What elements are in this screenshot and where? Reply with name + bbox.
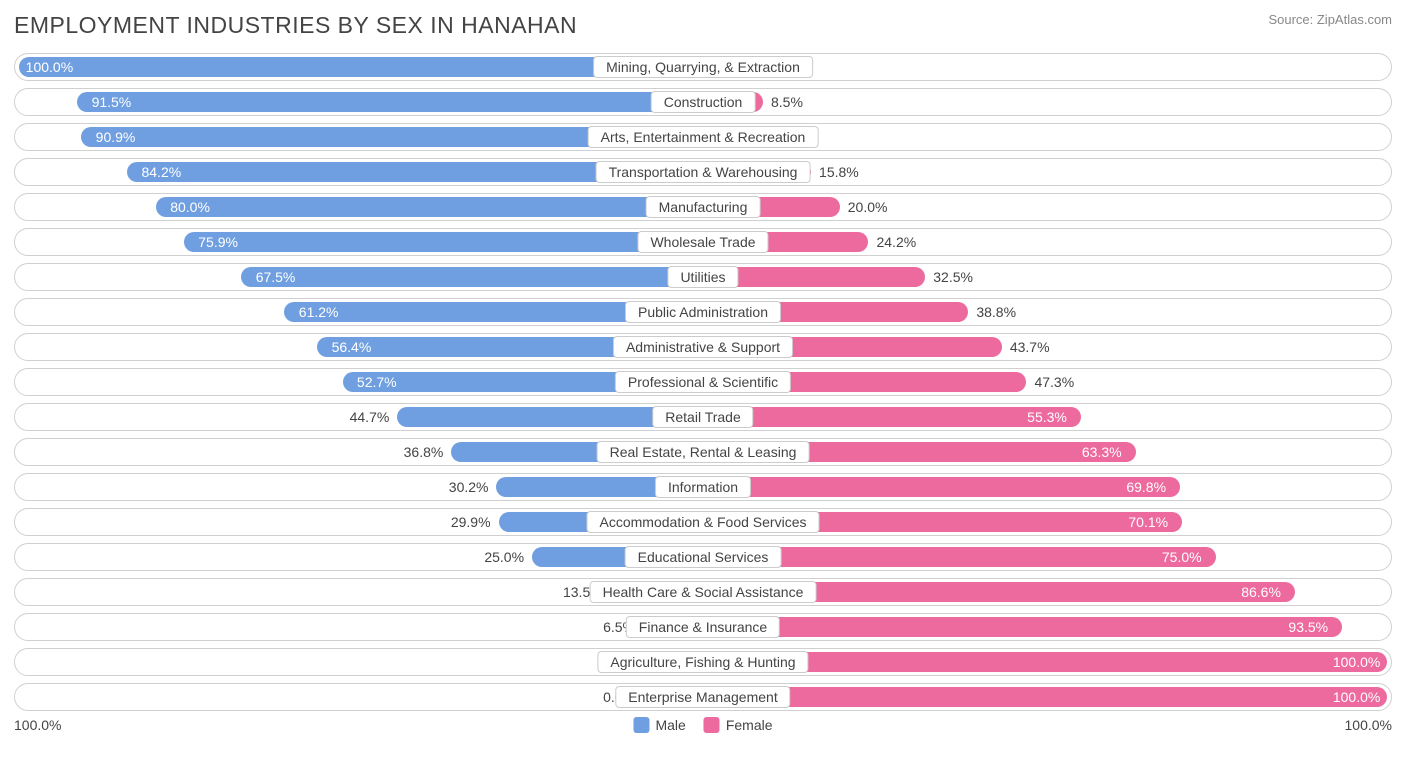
category-label: Agriculture, Fishing & Hunting <box>597 651 808 673</box>
female-pct: 86.6% <box>1241 584 1281 600</box>
male-bar <box>184 232 703 252</box>
female-bar <box>703 617 1342 637</box>
male-pct: 56.4% <box>332 339 372 355</box>
female-pct: 63.3% <box>1082 444 1122 460</box>
axis-right-label: 100.0% <box>1345 717 1392 733</box>
female-pct: 15.8% <box>819 164 859 180</box>
chart-row: 61.2% 38.8% Public Administration <box>14 298 1392 326</box>
category-label: Construction <box>651 91 756 113</box>
legend-male-label: Male <box>655 717 685 733</box>
male-pct: 90.9% <box>96 129 136 145</box>
category-label: Real Estate, Rental & Leasing <box>597 441 810 463</box>
male-pct: 80.0% <box>170 199 210 215</box>
category-label: Mining, Quarrying, & Extraction <box>593 56 813 78</box>
legend-male: Male <box>633 717 685 733</box>
chart-row: 0.0%100.0%Agriculture, Fishing & Hunting <box>14 648 1392 676</box>
female-pct: 69.8% <box>1126 479 1166 495</box>
female-pct: 93.5% <box>1288 619 1328 635</box>
chart-row: 56.4% 43.7% Administrative & Support <box>14 333 1392 361</box>
category-label: Health Care & Social Assistance <box>590 581 817 603</box>
female-pct: 8.5% <box>771 94 803 110</box>
category-label: Enterprise Management <box>615 686 790 708</box>
category-label: Information <box>655 476 751 498</box>
legend-female-label: Female <box>726 717 773 733</box>
female-pct: 100.0% <box>1333 654 1380 670</box>
male-pct: 84.2% <box>141 164 181 180</box>
male-bar <box>77 92 703 112</box>
male-pct: 100.0% <box>26 59 73 75</box>
female-pct: 75.0% <box>1162 549 1202 565</box>
chart-row: 100.0%0.0%Mining, Quarrying, & Extractio… <box>14 53 1392 81</box>
swatch-female <box>704 717 720 733</box>
female-pct: 24.2% <box>876 234 916 250</box>
category-label: Arts, Entertainment & Recreation <box>588 126 819 148</box>
male-pct: 52.7% <box>357 374 397 390</box>
chart-rows-container: 100.0%0.0%Mining, Quarrying, & Extractio… <box>14 53 1392 711</box>
chart-row: 13.5%86.6%Health Care & Social Assistanc… <box>14 578 1392 606</box>
chart-title: EMPLOYMENT INDUSTRIES BY SEX IN HANAHAN <box>14 12 577 39</box>
female-pct: 55.3% <box>1027 409 1067 425</box>
category-label: Manufacturing <box>646 196 761 218</box>
swatch-male <box>633 717 649 733</box>
chart-row: 67.5% 32.5% Utilities <box>14 263 1392 291</box>
female-pct: 43.7% <box>1010 339 1050 355</box>
female-bar <box>703 477 1180 497</box>
male-pct: 67.5% <box>256 269 296 285</box>
male-pct: 25.0% <box>484 549 524 565</box>
axis-left-label: 100.0% <box>14 717 61 733</box>
female-bar <box>703 407 1081 427</box>
male-pct: 91.5% <box>92 94 132 110</box>
chart-row: 52.7% 47.3% Professional & Scientific <box>14 368 1392 396</box>
chart-row: 36.8% 63.3% Real Estate, Rental & Leasing <box>14 438 1392 466</box>
male-bar <box>156 197 703 217</box>
male-pct: 75.9% <box>198 234 238 250</box>
chart-row: 25.0% 75.0% Educational Services <box>14 543 1392 571</box>
chart-row: 75.9% 24.2% Wholesale Trade <box>14 228 1392 256</box>
male-pct: 61.2% <box>299 304 339 320</box>
chart-row: 91.5% 8.5% Construction <box>14 88 1392 116</box>
category-label: Retail Trade <box>652 406 753 428</box>
male-pct: 36.8% <box>404 444 444 460</box>
source-attribution: Source: ZipAtlas.com <box>1268 12 1392 27</box>
chart-row: 6.5%93.5%Finance & Insurance <box>14 613 1392 641</box>
female-pct: 32.5% <box>933 269 973 285</box>
chart-row: 90.9%9.2%Arts, Entertainment & Recreatio… <box>14 123 1392 151</box>
chart-row: 44.7% 55.3% Retail Trade <box>14 403 1392 431</box>
category-label: Utilities <box>667 266 738 288</box>
male-bar <box>241 267 703 287</box>
female-bar <box>703 687 1387 707</box>
legend: Male Female <box>633 717 772 733</box>
chart-row: 30.2% 69.8% Information <box>14 473 1392 501</box>
chart-row: 84.2% 15.8% Transportation & Warehousing <box>14 158 1392 186</box>
female-pct: 47.3% <box>1034 374 1074 390</box>
category-label: Wholesale Trade <box>637 231 768 253</box>
female-pct: 38.8% <box>976 304 1016 320</box>
chart-row: 29.9% 70.1% Accommodation & Food Services <box>14 508 1392 536</box>
category-label: Professional & Scientific <box>615 371 791 393</box>
category-label: Administrative & Support <box>613 336 793 358</box>
category-label: Public Administration <box>625 301 781 323</box>
female-pct: 70.1% <box>1128 514 1168 530</box>
female-pct: 100.0% <box>1333 689 1380 705</box>
female-pct: 20.0% <box>848 199 888 215</box>
category-label: Transportation & Warehousing <box>596 161 811 183</box>
chart-row: 80.0% 20.0% Manufacturing <box>14 193 1392 221</box>
category-label: Educational Services <box>625 546 782 568</box>
male-pct: 44.7% <box>350 409 390 425</box>
male-pct: 30.2% <box>449 479 489 495</box>
male-pct: 29.9% <box>451 514 491 530</box>
legend-female: Female <box>704 717 773 733</box>
category-label: Accommodation & Food Services <box>587 511 820 533</box>
chart-row: 0.0%100.0%Enterprise Management <box>14 683 1392 711</box>
category-label: Finance & Insurance <box>626 616 780 638</box>
